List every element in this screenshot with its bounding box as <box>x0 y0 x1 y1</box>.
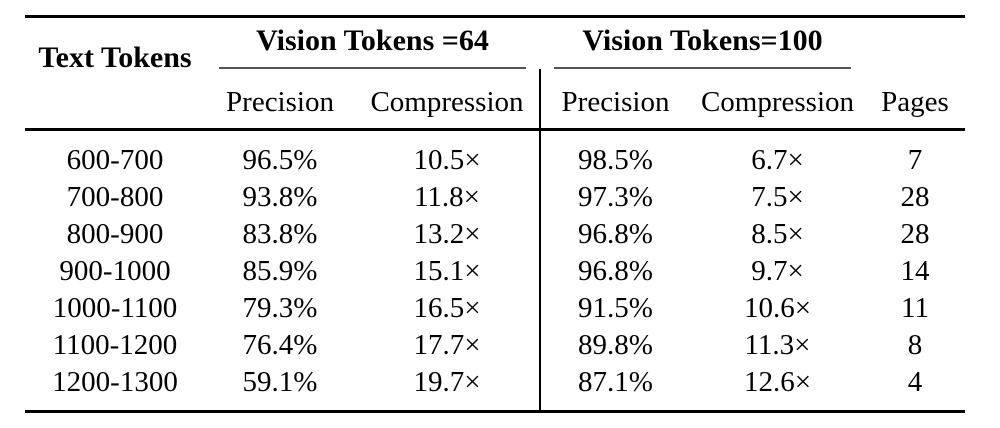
cell-text-tokens: 800-900 <box>66 218 164 250</box>
cell-precision-100: 97.3% <box>539 179 690 216</box>
col-header-precision-64: Precision <box>226 86 334 118</box>
cell-precision-64: 83.8% <box>242 218 318 250</box>
cell-compression-64: 13.2× <box>413 218 481 250</box>
cell-compression-100: 12.6× <box>743 366 812 398</box>
cell-text-tokens: 700-800 <box>66 181 164 213</box>
cell-precision-64: 79.3% <box>242 292 318 324</box>
cell-precision-64: 96.5% <box>205 128 355 179</box>
results-table: Text Tokens Vision Tokens =64 Vision Tok… <box>25 15 965 413</box>
cell-compression-64: 10.5× <box>355 128 540 179</box>
cell-compression-64: 17.7× <box>413 329 481 361</box>
cell-compression-100: 6.7× <box>690 128 865 179</box>
cell-text-tokens: 900-1000 <box>59 255 171 287</box>
cell-compression-100: 7.5× <box>751 181 804 213</box>
cell-text-tokens: 1000-1100 <box>52 292 178 324</box>
table-row: 1100-1200 76.4% 17.7× 89.8% 11.3× 8 <box>25 327 965 364</box>
cell-precision-100: 98.5% <box>539 128 690 179</box>
cell-pages: 28 <box>900 181 930 213</box>
table-row: 1000-1100 79.3% 16.5× 91.5% 10.6× 11 <box>25 290 965 327</box>
cell-precision-64: 76.4% <box>242 329 318 361</box>
cell-compression-64: 11.8× <box>413 181 481 213</box>
col-header-compression-100: Compression <box>700 86 855 118</box>
cell-precision-64: 93.8% <box>242 181 318 213</box>
table-header: Text Tokens Vision Tokens =64 Vision Tok… <box>25 17 965 130</box>
table-row: 1200-1300 59.1% 19.7× 87.1% 12.6× 4 <box>25 364 965 412</box>
cell-compression-100: 10.6× <box>743 292 812 324</box>
cell-pages: 14 <box>900 255 930 287</box>
group-header-vision-tokens-64: Vision Tokens =64 <box>205 17 540 69</box>
column-header-row: Precision Compression Precision Compress… <box>25 69 965 130</box>
table-row: 600-700 96.5% 10.5× 98.5% 6.7× 7 <box>25 128 965 179</box>
cell-pages: 8 <box>907 329 923 361</box>
cell-text-tokens: 1200-1300 <box>52 366 178 398</box>
cell-precision-100: 96.8% <box>539 253 690 290</box>
table-body: 600-700 96.5% 10.5× 98.5% 6.7× 7 700-800… <box>25 128 965 412</box>
cell-pages: 4 <box>907 366 923 398</box>
col-header-precision-100: Precision <box>539 69 690 130</box>
cell-compression-64: 19.7× <box>413 366 481 398</box>
cell-compression-100: 11.3× <box>744 329 811 361</box>
cell-precision-100: 96.8% <box>539 216 690 253</box>
table-row: 900-1000 85.9% 15.1× 96.8% 9.7× 14 <box>25 253 965 290</box>
table-row: 800-900 83.8% 13.2× 96.8% 8.5× 28 <box>25 216 965 253</box>
cell-precision-100: 91.5% <box>539 290 690 327</box>
cell-precision-100: 87.1% <box>539 364 690 412</box>
cell-pages: 28 <box>900 218 930 250</box>
cell-precision-100: 89.8% <box>539 327 690 364</box>
cell-text-tokens: 600-700 <box>25 128 205 179</box>
cell-compression-64: 15.1× <box>413 255 481 287</box>
cell-precision-64: 59.1% <box>242 366 318 398</box>
cell-precision-64: 85.9% <box>242 255 318 287</box>
group-header-vision-tokens-100: Vision Tokens=100 <box>540 17 865 69</box>
row-header-text-tokens: Text Tokens <box>38 41 192 74</box>
cell-text-tokens: 1100-1200 <box>52 329 178 361</box>
cell-compression-64: 16.5× <box>413 292 481 324</box>
cell-pages: 7 <box>865 128 965 179</box>
cell-compression-100: 9.7× <box>751 255 804 287</box>
group-label-vision-tokens-100: Vision Tokens=100 <box>554 18 851 69</box>
cell-compression-100: 8.5× <box>751 218 804 250</box>
table-row: 700-800 93.8% 11.8× 97.3% 7.5× 28 <box>25 179 965 216</box>
col-header-pages: Pages <box>881 86 949 118</box>
col-header-compression-64: Compression <box>370 86 524 118</box>
group-header-row: Text Tokens Vision Tokens =64 Vision Tok… <box>25 17 965 73</box>
cell-pages: 11 <box>901 292 929 324</box>
group-label-vision-tokens-64: Vision Tokens =64 <box>219 18 526 69</box>
pages-header-spacer <box>865 17 965 70</box>
